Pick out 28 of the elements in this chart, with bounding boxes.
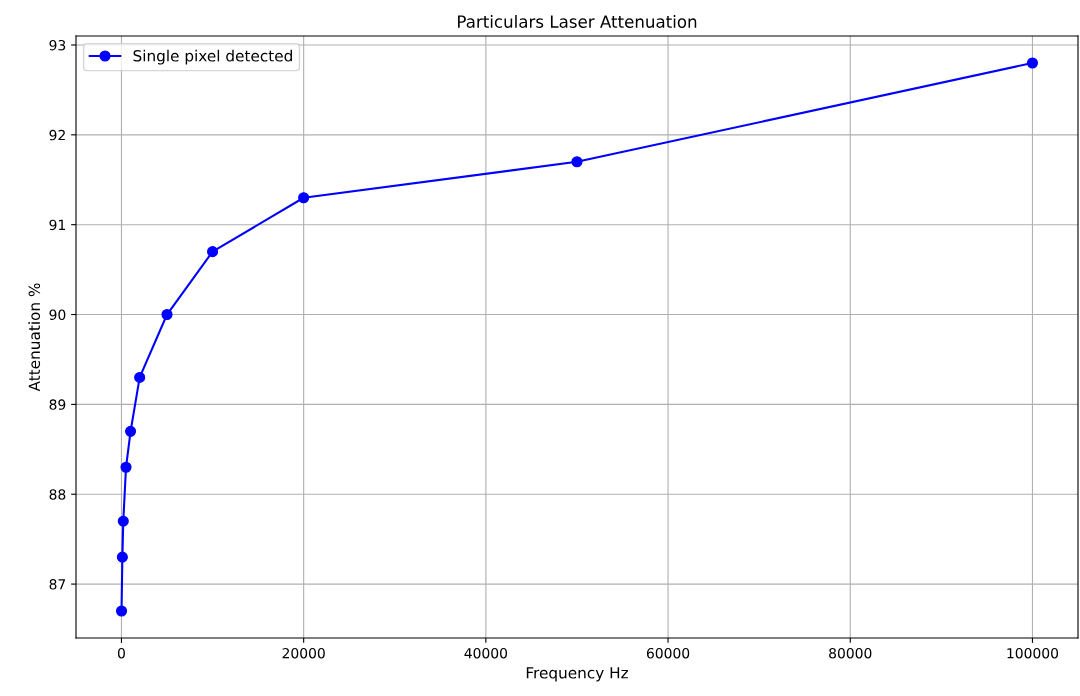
point xyxy=(120,461,132,473)
point xyxy=(116,551,128,563)
x-tick-label: 80000 xyxy=(829,647,872,659)
point xyxy=(207,246,219,258)
y-tick-label: 92 xyxy=(49,129,65,141)
x-tick-label: 20000 xyxy=(282,647,325,659)
y-tick-label: 90 xyxy=(49,309,66,321)
point xyxy=(125,425,137,437)
point xyxy=(134,371,146,383)
x-tick-label: 60000 xyxy=(646,647,690,659)
x-tick-label: 100000 xyxy=(1007,647,1059,659)
y-tick-label: 93 xyxy=(49,39,66,51)
point xyxy=(117,515,129,527)
y-tick-label: 91 xyxy=(49,219,65,231)
y-axis-title: Attenuation % xyxy=(28,283,41,392)
legend-label: Single pixel detected xyxy=(133,49,292,65)
y-tick-label: 89 xyxy=(49,399,66,410)
x-tick-label: 40000 xyxy=(464,647,508,659)
x-tick-label: 0 xyxy=(117,647,125,659)
point xyxy=(161,308,173,321)
chart-title: Particulars Laser Attenuation xyxy=(458,15,697,28)
point xyxy=(298,192,310,204)
y-tick-label: 87 xyxy=(49,579,66,590)
point xyxy=(1026,57,1039,69)
y-tick-label: 88 xyxy=(49,489,66,500)
point xyxy=(571,156,583,168)
point xyxy=(115,605,128,617)
x-axis-title: Frequency Hz xyxy=(526,667,628,682)
